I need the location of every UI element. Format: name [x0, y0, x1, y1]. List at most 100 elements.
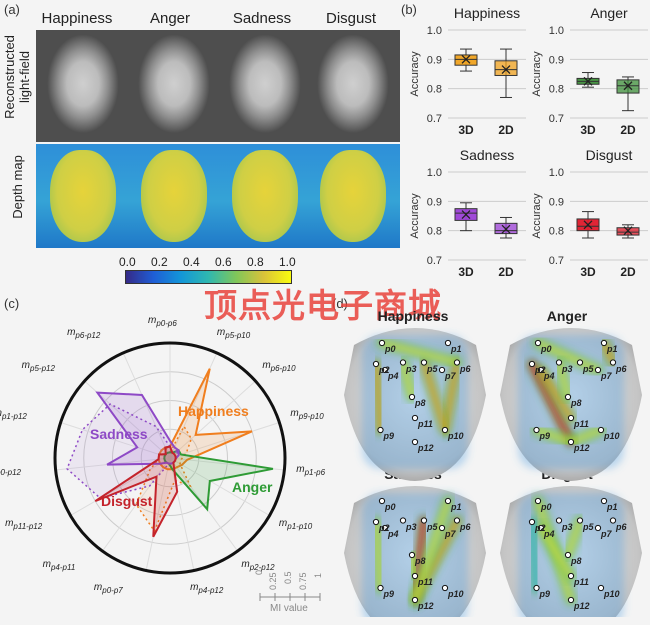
radar-axis-label: mp0-p12 [0, 468, 22, 478]
box [576, 77, 600, 85]
landmark-point [438, 524, 446, 532]
radar-series-dotted [66, 403, 181, 500]
mean-marker [623, 226, 633, 236]
x-tick-label: 2D [620, 265, 636, 279]
landmark-point [441, 426, 449, 434]
mi-tick: 0 [254, 569, 264, 575]
landmark-label: p1 [451, 344, 462, 354]
landmark-point [597, 426, 605, 434]
landmark-label: p4 [544, 371, 555, 381]
mean-marker [461, 54, 471, 64]
y-tick-label: 1.0 [427, 25, 442, 37]
heatmap-title-sadness: Sadness [384, 466, 442, 482]
mean-marker [501, 65, 511, 75]
depth-anger-image [127, 144, 221, 248]
mi-tick: 0.5 [283, 571, 293, 584]
landmark-point [600, 339, 608, 347]
mean-marker [623, 81, 633, 91]
landmark-label: p7 [445, 371, 456, 381]
radar-ring [83, 371, 257, 545]
mean-marker [461, 210, 471, 219]
landmark-label: p9 [539, 589, 551, 599]
heatmap-title-disgust: Disgust [541, 466, 593, 482]
y-tick-label: 0.7 [549, 113, 564, 125]
landmark-label: p0 [541, 502, 552, 512]
landmark-label: p12 [418, 443, 434, 453]
landmark-label: p6 [616, 521, 627, 532]
mean-marker [583, 76, 593, 86]
landmark-point [411, 414, 419, 422]
box [616, 227, 640, 236]
radar-axis-label: mp1-p6 [296, 464, 326, 478]
depth-disgust-image [306, 144, 400, 248]
x-tick-label: 3D [580, 265, 596, 279]
landmark-label: p0 [385, 502, 396, 512]
landmark-label: p4 [544, 529, 555, 539]
landmark-label: p5 [583, 521, 594, 532]
mean-marker [583, 220, 593, 230]
colorbar [125, 270, 292, 284]
column-title-sadness: Sadness [232, 10, 292, 27]
landmark-point [420, 517, 428, 524]
x-tick-label: 3D [580, 123, 596, 137]
colorbar-tick: 0.6 [215, 255, 232, 269]
heatmap-title-anger: Anger [546, 308, 588, 324]
mean-marker [623, 226, 633, 236]
subplot-title: Disgust [586, 147, 633, 163]
y-tick-label: 1.0 [549, 167, 564, 179]
y-tick-label: 1.0 [427, 167, 442, 179]
landmark-point [438, 366, 446, 374]
landmark-point [378, 497, 386, 505]
landmark-point [567, 572, 575, 580]
landmark-label: p7 [445, 529, 456, 539]
landmark-point [453, 359, 461, 366]
radar-axis-label: mp9-p10 [290, 408, 324, 422]
column-title-disgust: Disgust [325, 10, 377, 27]
row-label-depth: Depth map [10, 155, 25, 219]
colorbar-tick: 0.8 [247, 255, 264, 269]
landmark-point [597, 584, 605, 592]
landmark-label: p4 [388, 371, 399, 381]
landmark-label: p5 [427, 521, 438, 532]
radar-spoke [145, 457, 171, 571]
radar-spoke [169, 457, 238, 552]
y-tick-label: 0.9 [549, 196, 564, 208]
landmark-label: p2 [535, 523, 546, 533]
landmark-point [533, 584, 540, 592]
landmark-label: p5 [583, 363, 594, 374]
legend-happiness: Happiness [178, 403, 249, 419]
landmark-label: p11 [418, 577, 433, 587]
landmark-point [567, 438, 575, 446]
box [576, 218, 600, 232]
landmark-point [576, 359, 584, 366]
landmark-point [528, 360, 536, 368]
watermark-text: 顶点光电子商城 [204, 286, 442, 325]
depth-happiness-image [36, 144, 130, 248]
radar-axis-label: mp6-p12 [67, 326, 101, 340]
colorbar-tick: 0.4 [183, 255, 200, 269]
panel-label-b: (b) [401, 2, 417, 17]
mean-marker [501, 224, 511, 234]
landmark-label: p10 [448, 431, 464, 441]
landmark-label: p6 [616, 363, 627, 374]
landmark-label: p1 [451, 502, 462, 512]
face-model [344, 486, 486, 617]
landmark-label: p7 [601, 529, 612, 539]
y-tick-label: 0.8 [427, 84, 442, 96]
panel-label-d: (d) [332, 296, 348, 311]
radar-spoke [55, 457, 171, 471]
row-label-line-2: light-field [17, 50, 32, 104]
landmark-label: p0 [385, 344, 396, 354]
radar-spoke [169, 457, 285, 471]
landmark-point [399, 517, 407, 524]
row-label-reconstructed: Reconstructed light-field [2, 22, 32, 132]
landmark-point [609, 517, 617, 524]
landmark-label: p8 [571, 556, 582, 566]
y-tick-label: 0.9 [427, 196, 442, 208]
box [454, 54, 478, 66]
lightfield-sadness-image [218, 30, 312, 142]
landmark-point [441, 584, 449, 592]
landmark-label: p3 [406, 521, 417, 532]
y-tick-label: 0.7 [427, 255, 442, 267]
landmark-point [420, 359, 428, 366]
